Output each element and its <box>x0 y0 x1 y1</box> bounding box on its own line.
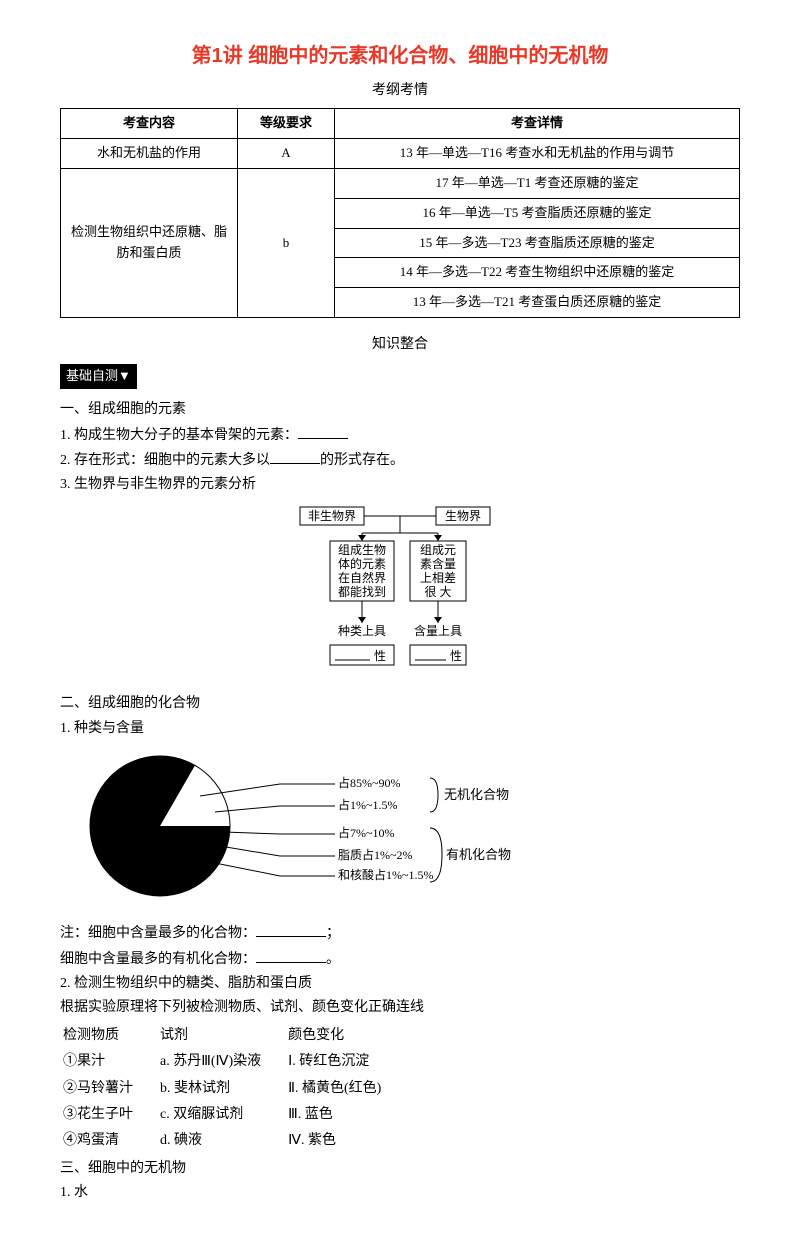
bracket-bottom-label: 有机化合物 <box>446 847 511 862</box>
text: 1. 构成生物大分子的基本骨架的元素： <box>60 428 298 443</box>
cell: Ⅰ. 砖红色沉淀 <box>287 1050 405 1074</box>
table-cell: A <box>238 139 335 169</box>
flow-label-left: 种类上具 <box>338 624 386 638</box>
col-header: 检测物质 <box>62 1024 157 1048</box>
q-2-1: 1. 种类与含量 <box>60 718 740 740</box>
flow-top-right: 生物界 <box>445 509 481 523</box>
svg-text:脂质占1%~2%: 脂质占1%~2% <box>338 847 413 862</box>
badge-label: 基础自测 <box>66 368 118 383</box>
q-1-1: 1. 构成生物大分子的基本骨架的元素： <box>60 424 740 447</box>
reagent-table: 检测物质 试剂 颜色变化 ①果汁a. 苏丹Ⅲ(Ⅳ)染液Ⅰ. 砖红色沉淀 ②马铃薯… <box>60 1022 407 1156</box>
exam-table: 考查内容 等级要求 考查详情 水和无机盐的作用 A 13 年—单选—T16 考查… <box>60 108 740 318</box>
table-cell: 16 年—单选—T5 考查脂质还原糖的鉴定 <box>335 198 740 228</box>
cell: Ⅱ. 橘黄色(红色) <box>287 1077 405 1101</box>
badge-basic-test: 基础自测▼ <box>60 364 137 389</box>
exam-subtitle: 考纲考情 <box>60 80 740 102</box>
blank-input[interactable] <box>298 424 348 439</box>
q-2-2: 2. 检测生物组织中的糖类、脂肪和蛋白质 <box>60 973 740 995</box>
arrow-down-icon: ▼ <box>118 368 131 383</box>
page-title: 第1讲 细胞中的元素和化合物、细胞中的无机物 <box>60 40 740 72</box>
col-header: 试剂 <box>159 1024 285 1048</box>
text: 细胞中含量最多的有机化合物： <box>60 952 256 967</box>
svg-text:组成生物: 组成生物 <box>338 543 386 557</box>
svg-text:素含量: 素含量 <box>420 556 456 571</box>
text: 。 <box>326 952 340 967</box>
table-cell: 17 年—单选—T1 考查还原糖的鉴定 <box>335 168 740 198</box>
table-cell: 14 年—多选—T22 考查生物组织中还原糖的鉴定 <box>335 258 740 288</box>
svg-text:在自然界: 在自然界 <box>338 570 386 585</box>
table-cell: 水和无机盐的作用 <box>61 139 238 169</box>
table-cell: 15 年—多选—T23 考查脂质还原糖的鉴定 <box>335 228 740 258</box>
cell: ②马铃薯汁 <box>62 1077 157 1101</box>
q-2-instr: 根据实验原理将下列被检测物质、试剂、颜色变化正确连线 <box>60 997 740 1019</box>
text: 的形式存在。 <box>320 453 404 468</box>
svg-text:占85%~90%: 占85%~90% <box>338 775 401 790</box>
flowchart: 非生物界 生物界 组成生物 体的元素 在自然界 都能找到 组成元 素含量 上相差… <box>60 505 740 683</box>
q-3-1: 1. 水 <box>60 1182 740 1204</box>
cell: ③花生子叶 <box>62 1103 157 1127</box>
svg-text:很 大: 很 大 <box>424 585 451 599</box>
svg-text:组成元: 组成元 <box>420 543 456 557</box>
table-cell: 13 年—单选—T16 考查水和无机盐的作用与调节 <box>335 139 740 169</box>
text: 2. 存在形式：细胞中的元素大多以 <box>60 453 270 468</box>
bracket-top-label: 无机化合物 <box>444 787 509 802</box>
note-1: 注：细胞中含量最多的化合物： ； <box>60 922 740 945</box>
section2-heading: 二、组成细胞的化合物 <box>60 693 740 715</box>
svg-text:占7%~10%: 占7%~10% <box>338 825 395 840</box>
table-cell: 13 年—多选—T21 考查蛋白质还原糖的鉴定 <box>335 288 740 318</box>
col-level: 等级要求 <box>238 109 335 139</box>
table-cell: 检测生物组织中还原糖、脂肪和蛋白质 <box>61 168 238 317</box>
text: ； <box>326 926 340 941</box>
flow-top-left: 非生物界 <box>308 509 356 523</box>
col-detail: 考查详情 <box>335 109 740 139</box>
svg-text:都能找到: 都能找到 <box>338 585 386 599</box>
svg-text:上相差: 上相差 <box>420 571 456 585</box>
blank-input[interactable] <box>256 922 326 937</box>
cell: c. 双缩脲试剂 <box>159 1103 285 1127</box>
svg-text:占1%~1.5%: 占1%~1.5% <box>338 797 398 812</box>
svg-text:性: 性 <box>374 649 386 663</box>
note-2: 细胞中含量最多的有机化合物： 。 <box>60 948 740 971</box>
pie-chart: 占85%~90% 占1%~1.5% 占7%~10% 脂质占1%~2% 和核酸占1… <box>60 746 740 914</box>
flow-label-right: 含量上具 <box>414 623 462 638</box>
q-1-3: 3. 生物界与非生物界的元素分析 <box>60 474 740 496</box>
section3-heading: 三、细胞中的无机物 <box>60 1158 740 1180</box>
cell: d. 碘液 <box>159 1129 285 1153</box>
cell: a. 苏丹Ⅲ(Ⅳ)染液 <box>159 1050 285 1074</box>
cell: ①果汁 <box>62 1050 157 1074</box>
cell: Ⅲ. 蓝色 <box>287 1103 405 1127</box>
svg-text:性: 性 <box>450 649 462 663</box>
cell: b. 斐林试剂 <box>159 1077 285 1101</box>
text: 注：细胞中含量最多的化合物： <box>60 926 256 941</box>
col-header: 颜色变化 <box>287 1024 405 1048</box>
section1-heading: 一、组成细胞的元素 <box>60 399 740 421</box>
blank-input[interactable] <box>256 948 326 963</box>
integration-title: 知识整合 <box>60 334 740 356</box>
col-content: 考查内容 <box>61 109 238 139</box>
table-cell: b <box>238 168 335 317</box>
cell: ④鸡蛋清 <box>62 1129 157 1153</box>
svg-text:体的元素: 体的元素 <box>338 556 386 571</box>
blank-input[interactable] <box>270 449 320 464</box>
svg-text:和核酸占1%~1.5%: 和核酸占1%~1.5% <box>338 867 434 882</box>
q-1-2: 2. 存在形式：细胞中的元素大多以 的形式存在。 <box>60 449 740 472</box>
cell: Ⅳ. 紫色 <box>287 1129 405 1153</box>
